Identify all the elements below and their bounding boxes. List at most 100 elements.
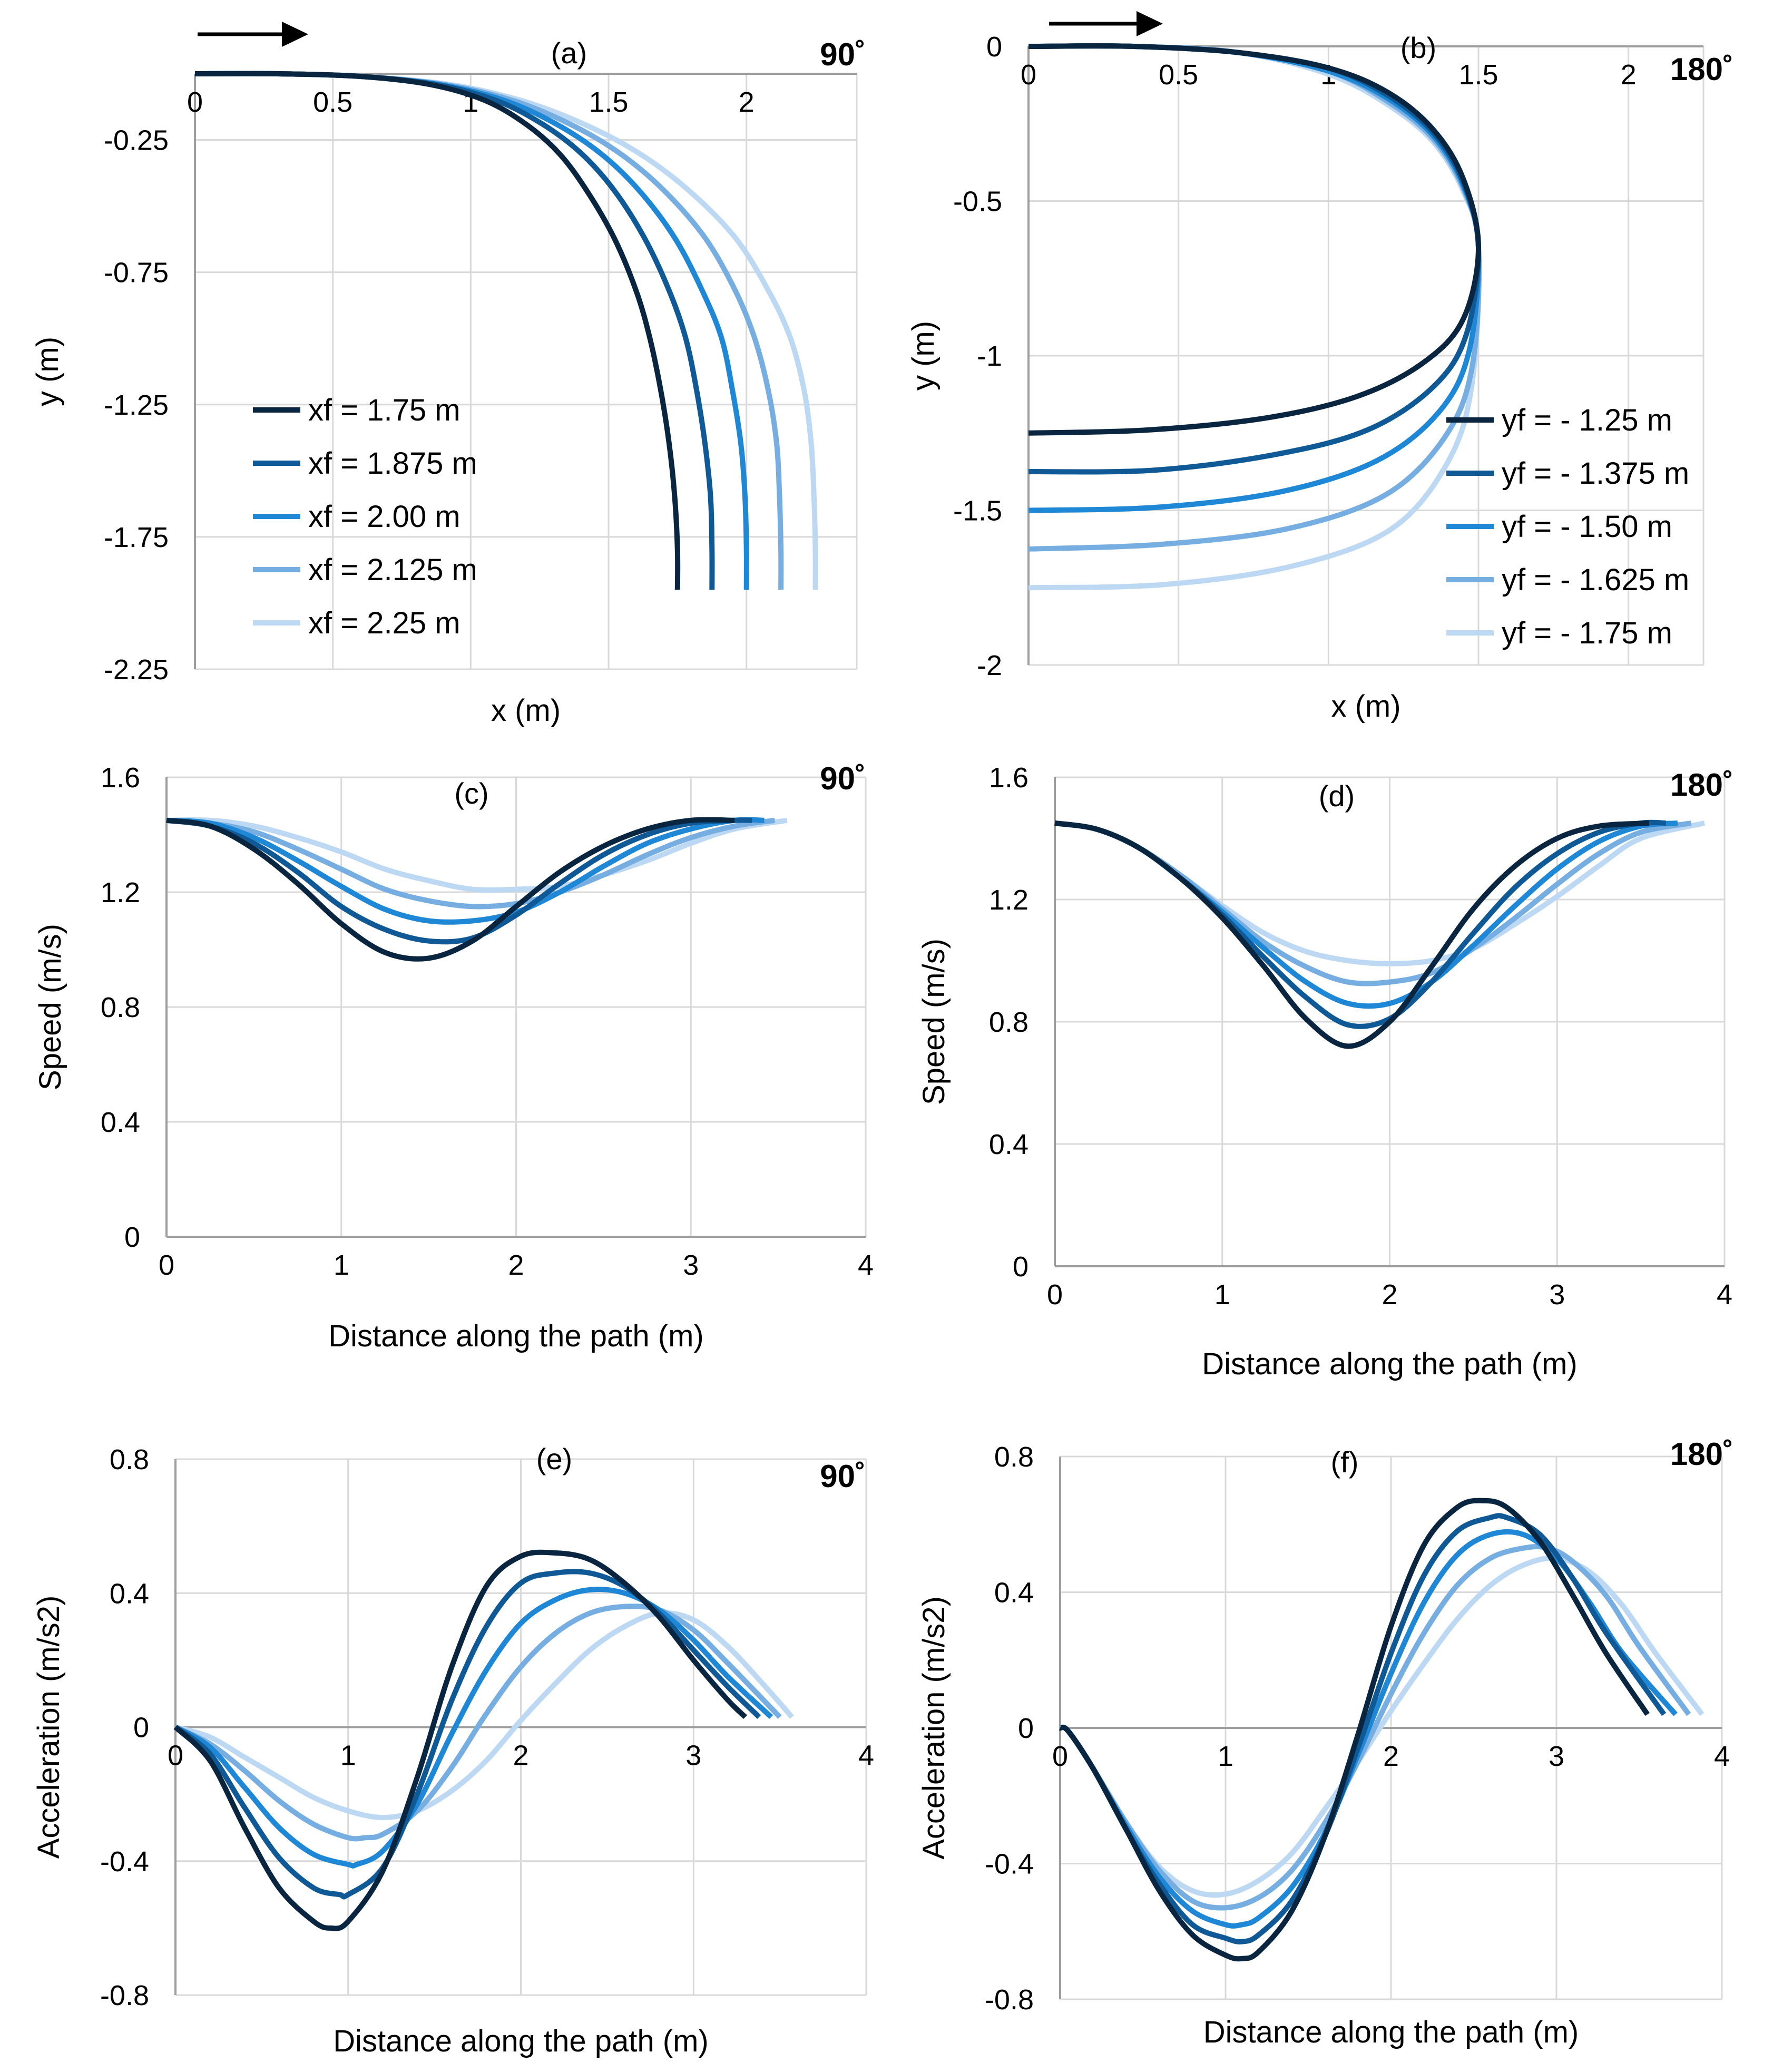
x-tick-label: 0	[168, 1740, 183, 1772]
x-tick-label: 1.5	[589, 86, 628, 118]
x-tick-label: 0	[159, 1249, 174, 1281]
series-line	[194, 71, 818, 590]
y-axis-title: Acceleration (m/s2)	[32, 1596, 66, 1859]
panel-label: (d)	[1319, 779, 1355, 813]
series-line	[194, 71, 784, 590]
y-tick-label: 0	[1013, 1251, 1028, 1283]
y-tick-label: -0.4	[100, 1846, 149, 1878]
y-tick-label: 1.6	[101, 762, 140, 794]
angle-label: 180˚	[1670, 1436, 1733, 1472]
x-tick-label: 3	[685, 1740, 701, 1772]
y-axis-title: y (m)	[906, 321, 941, 390]
legend-label: xf = 2.25 m	[308, 606, 461, 640]
series-line	[1059, 1555, 1705, 1898]
legend-label: xf = 2.00 m	[308, 500, 461, 534]
y-tick-label: -1.25	[104, 389, 169, 421]
x-tick-label: 0	[1052, 1741, 1068, 1772]
x-tick-label: 4	[858, 1740, 874, 1772]
x-tick-label: 1.5	[1458, 59, 1498, 91]
x-tick-label: 1	[1218, 1741, 1233, 1772]
x-tick-label: 2	[1382, 1279, 1397, 1311]
x-tick-label: 4	[1717, 1279, 1732, 1311]
y-tick-label: 0	[986, 31, 1002, 63]
x-tick-label: 3	[683, 1249, 699, 1281]
y-tick-label: 1.2	[101, 877, 140, 908]
x-tick-label: 2	[1621, 59, 1637, 91]
chart-panel-a: 0 0.5 1 1.5 2-0.25-0.75-1.25-1.75-2.25x (m)y…	[31, 22, 866, 728]
x-axis-title: Distance along the path (m)	[1203, 2015, 1579, 2049]
y-axis-title: Speed (m/s)	[33, 924, 67, 1090]
series-line	[166, 817, 788, 893]
angle-label: 90˚	[820, 1459, 866, 1494]
chart-panel-e: 0 1 2 3 4 -0.8 -0.4 0 0.4 0.8 Distance along the p…	[32, 1442, 874, 2058]
x-tick-label: 3	[1549, 1279, 1565, 1311]
x-tick-label: 2	[739, 86, 755, 118]
angle-label: 90˚	[820, 761, 866, 796]
y-axis-title: Acceleration (m/s2)	[917, 1596, 951, 1860]
series-line	[1059, 1498, 1650, 1962]
series-line	[194, 71, 681, 590]
angle-label: 180˚	[1670, 767, 1733, 803]
y-axis-title: y (m)	[31, 337, 65, 406]
series-line	[1028, 43, 1481, 436]
series-line	[166, 817, 776, 910]
y-tick-label: -0.8	[100, 1980, 149, 2011]
legend-label: xf = 1.875 m	[308, 446, 477, 481]
legend-label: yf = - 1.25 m	[1502, 403, 1672, 437]
y-tick-label: 0	[133, 1712, 149, 1744]
x-tick-label: 4	[1714, 1741, 1730, 1772]
series-line	[1054, 820, 1692, 986]
series-line	[166, 817, 765, 925]
y-axis-title: Speed (m/s)	[917, 939, 951, 1105]
y-tick-label: 0.4	[101, 1107, 140, 1138]
y-tick-label: -1	[977, 340, 1002, 372]
y-tick-label: -2	[977, 650, 1002, 681]
chart-panel-c: 0 1 2 3 4 0 0.4 0.8 1.2 1.6 Distance along the pat…	[33, 761, 874, 1353]
series-line	[166, 817, 735, 962]
panel-label: (e)	[536, 1442, 572, 1475]
angle-label: 90˚	[820, 37, 866, 72]
chart-panel-f: 0 1 2 3 4 -0.8 -0.4 0 0.4 0.8 Distance along the p…	[917, 1436, 1733, 2049]
y-tick-label: -0.4	[985, 1849, 1034, 1880]
y-tick-label: 1.2	[989, 884, 1028, 916]
y-tick-label: 0	[124, 1221, 140, 1253]
y-tick-label: -0.5	[953, 186, 1002, 218]
x-tick-label: 0	[1047, 1279, 1063, 1311]
angle-label: 180˚	[1670, 52, 1733, 87]
x-tick-label: 2	[1383, 1741, 1399, 1772]
y-tick-label: 0.4	[989, 1129, 1028, 1160]
legend-label: yf = - 1.50 m	[1502, 510, 1672, 544]
y-tick-label: 0.8	[101, 992, 140, 1023]
x-axis-title: Distance along the path (m)	[328, 1319, 703, 1353]
y-tick-label: -0.75	[104, 257, 169, 289]
x-tick-label: 1	[1214, 1279, 1230, 1311]
y-tick-label: -1.75	[104, 522, 169, 553]
x-tick-label: 0.5	[313, 86, 352, 118]
x-tick-label: 0	[187, 86, 203, 118]
y-tick-label: 1.6	[989, 762, 1028, 794]
series-line	[1028, 43, 1482, 513]
direction-arrow-head	[1137, 11, 1163, 36]
y-tick-label: 0.4	[994, 1577, 1034, 1609]
legend-label: yf = - 1.75 m	[1502, 616, 1672, 650]
series-line	[1054, 820, 1706, 966]
legend-label: yf = - 1.625 m	[1502, 563, 1689, 597]
x-tick-label: 0	[1021, 59, 1036, 91]
y-tick-label: -1.5	[953, 495, 1002, 527]
legend-label: yf = - 1.375 m	[1502, 456, 1689, 491]
panel-label: (b)	[1400, 31, 1436, 64]
direction-arrow-head	[282, 22, 308, 47]
x-tick-label: 3	[1549, 1741, 1564, 1772]
panel-label: (a)	[551, 36, 587, 70]
y-tick-label: 0.8	[994, 1441, 1034, 1473]
series-line	[1054, 820, 1650, 1049]
y-tick-label: -0.8	[985, 1984, 1034, 2016]
series-line	[174, 1610, 794, 1821]
series-line	[173, 1549, 748, 1931]
x-tick-label: 2	[508, 1249, 524, 1281]
series-line	[1028, 43, 1482, 591]
chart-panel-d: 0 1 2 3 4 0 0.4 0.8 1.2 1.6 Distance along the pat…	[917, 762, 1733, 1381]
y-tick-label: 0.8	[110, 1444, 149, 1475]
legend-label: xf = 2.125 m	[308, 553, 477, 587]
